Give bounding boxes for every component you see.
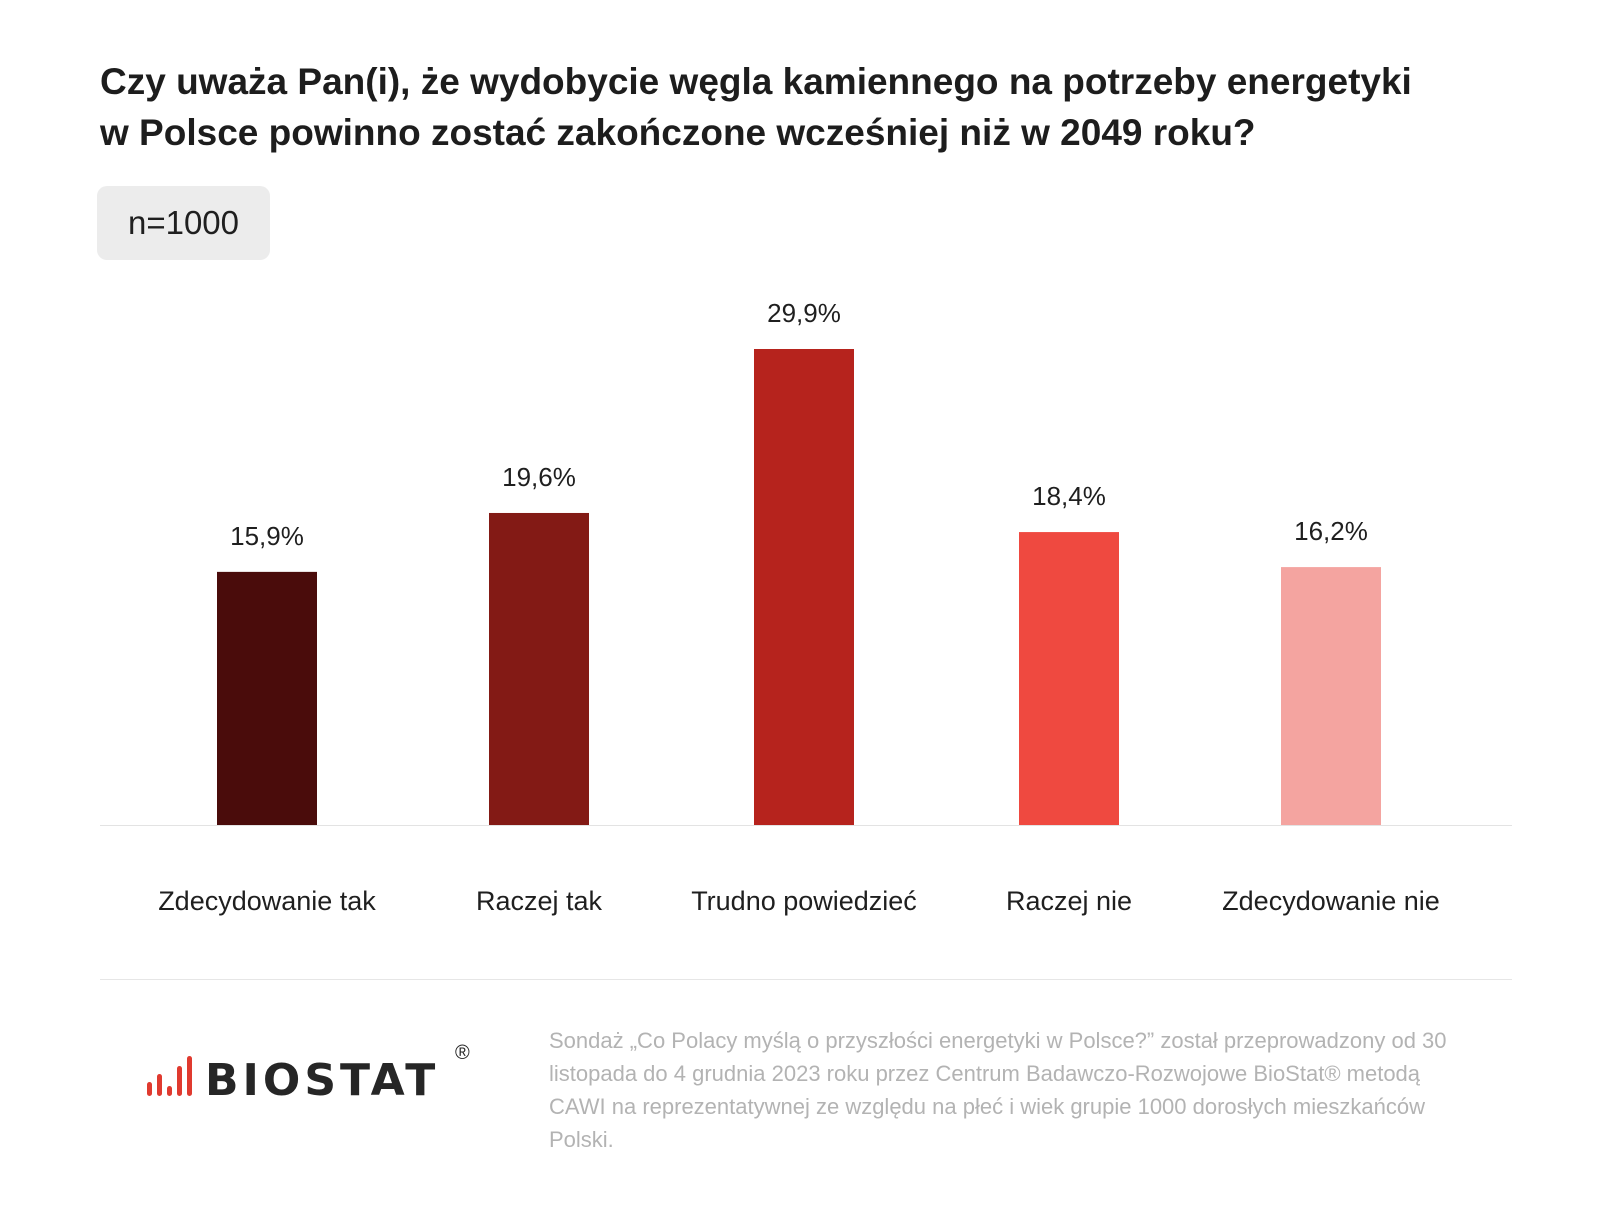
category-label: Zdecydowanie tak xyxy=(158,886,376,916)
chart-title: Czy uważa Pan(i), że wydobycie węgla kam… xyxy=(100,61,1412,153)
bar-1 xyxy=(217,571,317,825)
registered-mark: ® xyxy=(455,1042,470,1064)
logo-wordmark: BIOSTAT xyxy=(205,1055,440,1106)
bar-5 xyxy=(1281,567,1381,825)
bar-4 xyxy=(1019,532,1119,825)
bar-value-label: 18,4% xyxy=(1032,481,1106,511)
bar-value-label: 16,2% xyxy=(1294,516,1368,546)
survey-footnote: Sondaż „Co Polacy myślą o przyszłości en… xyxy=(549,1028,1447,1152)
logo-bar-4 xyxy=(177,1066,182,1096)
logo-bar-5 xyxy=(187,1056,192,1096)
bar-chart: 15,9% Zdecydowanie tak 19,6% Raczej tak 29,9… xyxy=(100,298,1512,916)
category-label: Trudno powiedzieć xyxy=(691,886,917,916)
category-label: Raczej tak xyxy=(476,886,603,916)
bar-3 xyxy=(754,349,854,825)
category-label: Raczej nie xyxy=(1006,886,1132,916)
sample-size-badge: n=1000 xyxy=(97,186,270,260)
logo-bar-3 xyxy=(167,1086,172,1096)
logo-bar-2 xyxy=(157,1074,162,1096)
logo-bar-1 xyxy=(147,1082,152,1096)
bar-value-label: 29,9% xyxy=(767,298,841,328)
bar-2 xyxy=(489,512,589,825)
category-label: Zdecydowanie nie xyxy=(1222,886,1440,916)
biostat-logo: BIOSTAT ® xyxy=(145,1042,485,1108)
bar-value-label: 15,9% xyxy=(230,521,304,551)
biostat-bars-icon xyxy=(147,1056,192,1096)
bar-value-label: 19,6% xyxy=(502,462,576,492)
footer-divider xyxy=(100,979,1512,980)
